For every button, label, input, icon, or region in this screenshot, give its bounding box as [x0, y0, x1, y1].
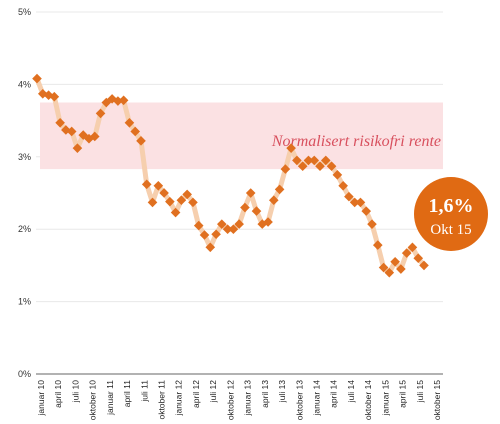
x-tick-label: oktober 10: [88, 380, 98, 420]
data-point: [234, 219, 244, 229]
x-tick-label: juli 15: [415, 380, 425, 403]
callout-badge: 1,6% Okt 15: [414, 177, 488, 251]
data-point: [216, 219, 227, 229]
data-point: [286, 143, 296, 153]
data-point: [367, 219, 377, 229]
y-tick-label: 4%: [18, 79, 31, 89]
data-point: [124, 117, 135, 128]
data-point: [338, 180, 348, 191]
data-point: [72, 143, 83, 153]
x-tick-label: januar 13: [243, 380, 253, 417]
x-tick-label: juli 14: [346, 380, 356, 403]
y-tick-label: 1%: [18, 297, 31, 307]
x-tick-label: april 11: [122, 380, 132, 408]
data-point: [263, 217, 273, 227]
data-point: [326, 161, 337, 172]
data-point: [251, 206, 262, 216]
grid-lines: [36, 11, 443, 375]
data-point: [372, 240, 383, 250]
data-point: [274, 184, 285, 195]
data-point: [141, 179, 152, 190]
data-point: [211, 229, 221, 240]
y-tick-label: 3%: [18, 152, 31, 162]
y-tick-label: 0%: [18, 369, 31, 379]
data-point: [315, 161, 325, 172]
data-point: [297, 161, 308, 172]
x-tick-label: januar 15: [380, 380, 390, 417]
x-tick-label: januar 11: [105, 380, 115, 416]
x-axis-labels: januar 10 april 10 juli 10 oktober 10 januar…: [36, 380, 442, 421]
data-point: [245, 188, 256, 198]
x-tick-label: juli 13: [277, 380, 287, 403]
data-point: [303, 155, 314, 166]
callout-sublabel: Okt 15: [430, 222, 471, 238]
data-point: [309, 155, 320, 166]
normal-rate-band: [40, 102, 443, 170]
data-point: [188, 197, 198, 208]
data-point: [136, 136, 146, 146]
x-tick-label: juli 10: [70, 380, 80, 403]
data-point: [344, 191, 354, 202]
data-point: [240, 202, 250, 213]
data-point: [32, 73, 42, 84]
band-label: Normalisert risikofri rente: [271, 133, 441, 150]
y-axis-labels: 0% 1% 2% 3% 4% 5%: [18, 7, 31, 379]
data-point: [130, 126, 141, 137]
data-point: [228, 224, 239, 234]
data-point: [199, 230, 210, 240]
x-tick-label: oktober 14: [363, 380, 373, 420]
data-point: [193, 220, 204, 231]
data-point: [280, 164, 291, 174]
data-point: [182, 189, 192, 200]
x-tick-label: januar 10: [36, 380, 46, 417]
data-point: [355, 197, 366, 208]
data-point: [413, 253, 424, 263]
callout-value: 1,6%: [429, 195, 474, 217]
x-tick-label: juli 12: [208, 380, 218, 403]
data-point: [165, 196, 175, 207]
data-point: [89, 131, 100, 142]
x-tick-label: april 15: [398, 380, 408, 408]
data-point: [268, 195, 279, 206]
x-tick-label: januar 12: [174, 380, 184, 417]
data-point: [205, 242, 216, 253]
data-point: [170, 207, 181, 218]
data-point: [118, 95, 129, 106]
x-tick-label: oktober 11: [157, 380, 167, 420]
y-tick-label: 2%: [18, 224, 31, 234]
data-point: [153, 180, 164, 191]
x-tick-label: oktober 13: [294, 380, 304, 420]
x-tick-label: januar 14: [312, 380, 322, 417]
x-tick-label: oktober 15: [432, 380, 442, 420]
data-point: [113, 96, 123, 106]
x-tick-label: april 10: [53, 380, 63, 408]
x-tick-label: april 13: [260, 380, 270, 408]
callout-circle: [414, 177, 488, 251]
x-tick-label: april 14: [329, 380, 339, 408]
x-tick-label: april 12: [191, 380, 201, 408]
x-tick-label: oktober 12: [225, 380, 235, 420]
x-tick-label: juli 11: [139, 380, 149, 403]
y-tick-label: 5%: [18, 7, 31, 17]
data-point: [159, 188, 169, 198]
data-point: [222, 224, 233, 235]
